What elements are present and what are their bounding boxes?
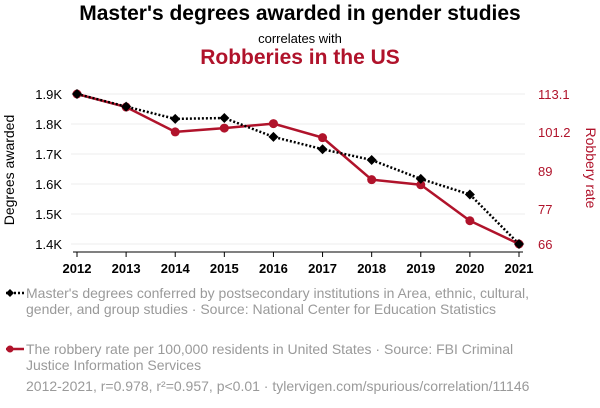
y-tick-label-right: 89 xyxy=(538,164,552,179)
y-tick-label-right: 77 xyxy=(538,202,552,217)
chart-footer: 2012-2021, r=0.978, r²=0.957, p<0.01 · t… xyxy=(26,378,530,394)
x-tick-label: 2017 xyxy=(308,261,337,276)
data-point-degrees xyxy=(170,113,181,124)
x-tick-label: 2020 xyxy=(455,261,484,276)
data-point-degrees xyxy=(415,173,426,184)
x-tick-label: 2012 xyxy=(63,261,92,276)
y-tick-label-right: 113.1 xyxy=(538,87,570,102)
x-tick-label: 2019 xyxy=(406,261,435,276)
data-point-degrees xyxy=(268,131,279,142)
data-point-degrees xyxy=(514,239,524,249)
data-point-degrees xyxy=(121,101,132,112)
data-point-robbery xyxy=(367,175,377,185)
y-axis-label-right: Robbery rate xyxy=(583,128,599,209)
data-point-robbery xyxy=(318,133,328,143)
data-point-degrees xyxy=(317,144,328,155)
dual-axis-line-chart: Degrees awarded Robbery rate 1.4K 1.5K 1.6… xyxy=(1,87,599,276)
y-tick-label-left: 1.7K xyxy=(35,147,62,162)
x-tick-label: 2018 xyxy=(357,261,386,276)
x-tick-label: 2014 xyxy=(161,261,191,276)
chart-title-secondary: Robberies in the US xyxy=(200,46,400,69)
data-point-degrees xyxy=(72,89,82,99)
y-tick-label-left: 1.4K xyxy=(35,237,62,252)
x-tick-label: 2015 xyxy=(210,261,239,276)
legend-marker-degrees xyxy=(6,289,24,297)
y-tick-label-left: 1.9K xyxy=(35,87,62,102)
series-line-degrees xyxy=(76,92,520,245)
y-tick-label-left: 1.6K xyxy=(35,177,62,192)
chart-subtitle: correlates with xyxy=(258,31,342,46)
y-tick-label-left: 1.8K xyxy=(35,117,62,132)
legend-label-robbery: The robbery rate per 100,000 residents i… xyxy=(26,341,514,373)
y-tick-label-right: 101.2 xyxy=(538,125,571,140)
x-tick-label: 2013 xyxy=(112,261,141,276)
series-line-robbery xyxy=(76,92,520,246)
data-point-robbery xyxy=(170,127,180,137)
data-point-robbery xyxy=(268,119,278,129)
legend-marker-robbery xyxy=(6,345,24,353)
x-tick-label: 2021 xyxy=(505,261,534,276)
chart-title: Master's degrees awarded in gender studi… xyxy=(79,2,521,25)
y-tick-label-right: 66 xyxy=(538,237,552,252)
y-tick-label-left: 1.5K xyxy=(35,207,62,222)
data-point-robbery xyxy=(465,216,475,226)
y-axis-label-left: Degrees awarded xyxy=(1,115,17,226)
data-point-degrees xyxy=(366,155,377,165)
data-point-degrees xyxy=(219,113,230,123)
data-point-robbery xyxy=(219,123,229,133)
data-point-degrees xyxy=(464,189,475,200)
legend-label-degrees: Master's degrees conferred by postsecond… xyxy=(26,285,530,317)
data-point-robbery xyxy=(416,180,426,190)
x-tick-label: 2016 xyxy=(259,261,288,276)
